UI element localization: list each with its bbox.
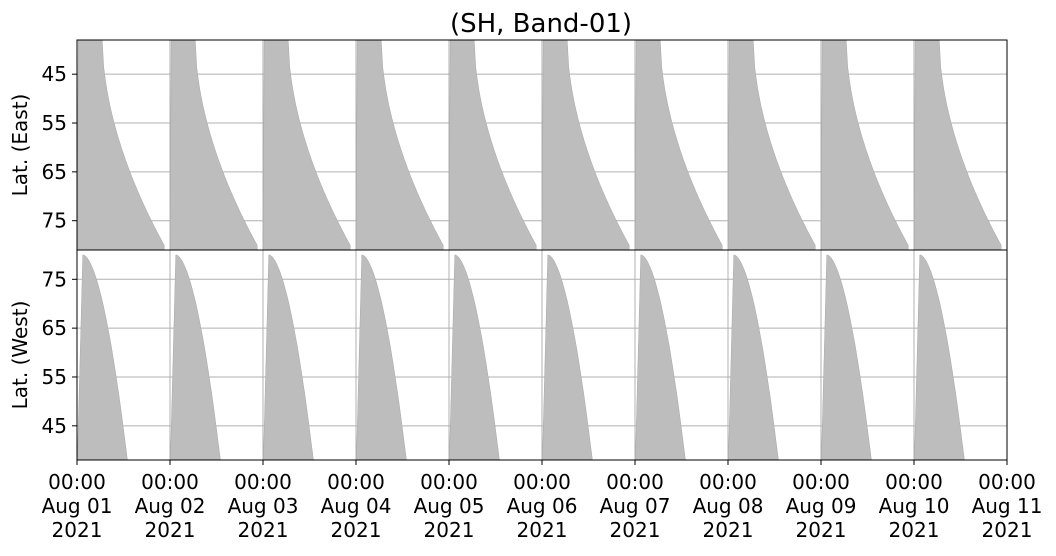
east-coverage-2021-08-07 (634, 39, 723, 251)
west-coverage-2021-08-09 (821, 254, 914, 461)
x-tick-label-year: 2021 (52, 518, 103, 542)
x-tick-label-time: 00:00 (327, 470, 385, 494)
x-tick-label-year: 2021 (145, 518, 196, 542)
west-coverage-2021-08-04 (356, 254, 449, 461)
east-coverage-2021-08-09 (820, 39, 909, 251)
x-tick-label-year: 2021 (889, 518, 940, 542)
x-tick-label-date: Aug 08 (693, 494, 764, 518)
east-y-tick-labels: 45 55 65 75 (42, 62, 77, 233)
x-tick-label-time: 00:00 (699, 470, 757, 494)
west-y-tick-label: 75 (42, 267, 67, 291)
west-y-tick-labels: 45 55 65 75 (42, 267, 77, 438)
x-tick-label-date: Aug 04 (321, 494, 392, 518)
x-tick-label-date: Aug 01 (42, 494, 113, 518)
west-coverage-2021-08-01 (77, 254, 170, 461)
east-coverage-2021-08-06 (541, 39, 630, 251)
east-y-axis-label: Lat. (East) (8, 94, 32, 197)
west-y-tick-label: 55 (42, 365, 67, 389)
x-tick-label-year: 2021 (610, 518, 661, 542)
east-coverage-2021-08-01 (76, 39, 165, 251)
x-tick-label-time: 00:00 (792, 470, 850, 494)
west-y-tick-label: 65 (42, 316, 67, 340)
west-coverage-2021-08-07 (635, 254, 728, 461)
west-coverage-2021-08-05 (449, 254, 542, 461)
x-tick-label-date: Aug 02 (135, 494, 206, 518)
east-y-tick-label: 75 (42, 209, 67, 233)
x-tick-label-time: 00:00 (513, 470, 571, 494)
x-tick-label-date: Aug 11 (972, 494, 1043, 518)
panel-east: 45 55 65 75 Lat. (East) (8, 39, 1008, 251)
east-coverage-2021-08-04 (355, 39, 444, 251)
east-coverage-2021-08-02 (169, 39, 258, 251)
x-tick-label-date: Aug 10 (879, 494, 950, 518)
x-tick-label-date: Aug 09 (786, 494, 857, 518)
east-coverage-2021-08-05 (448, 39, 537, 251)
west-y-axis-label: Lat. (West) (8, 301, 32, 410)
x-tick-label-year: 2021 (796, 518, 847, 542)
x-tick-label-time: 00:00 (885, 470, 943, 494)
x-tick-label-date: Aug 03 (228, 494, 299, 518)
x-tick-label-time: 00:00 (48, 470, 106, 494)
east-y-tick-label: 45 (42, 62, 67, 86)
x-tick-label-year: 2021 (331, 518, 382, 542)
x-tick-label-year: 2021 (982, 518, 1033, 542)
west-x-gridlines (76, 250, 1008, 460)
east-coverage-series (76, 39, 1002, 251)
west-coverage-series (77, 254, 1007, 461)
x-tick-label-year: 2021 (517, 518, 568, 542)
x-tick-label-date: Aug 07 (600, 494, 671, 518)
east-y-tick-label: 65 (42, 160, 67, 184)
x-tick-label-time: 00:00 (978, 470, 1036, 494)
panel-west: 45 55 65 75 Lat. (West) (8, 249, 1008, 461)
west-coverage-2021-08-08 (728, 254, 821, 461)
west-y-tick-label: 45 (42, 414, 67, 438)
west-coverage-2021-08-06 (542, 254, 635, 461)
chart-title: (SH, Band-01) (450, 9, 632, 39)
x-tick-label-year: 2021 (424, 518, 475, 542)
east-coverage-2021-08-10 (913, 39, 1002, 251)
x-tick-label-time: 00:00 (141, 470, 199, 494)
west-coverage-2021-08-02 (170, 254, 263, 461)
x-tick-label-time: 00:00 (606, 470, 664, 494)
east-y-tick-label: 55 (42, 111, 67, 135)
x-tick-label-date: Aug 06 (507, 494, 578, 518)
x-tick-label-date: Aug 05 (414, 494, 485, 518)
west-coverage-2021-08-03 (263, 254, 356, 461)
x-tick-label-year: 2021 (238, 518, 289, 542)
x-tick-label-time: 00:00 (234, 470, 292, 494)
east-coverage-2021-08-08 (727, 39, 816, 251)
x-tick-label-year: 2021 (703, 518, 754, 542)
x-tick-label-time: 00:00 (420, 470, 478, 494)
west-coverage-2021-08-10 (914, 254, 1007, 461)
east-coverage-2021-08-03 (262, 39, 351, 251)
